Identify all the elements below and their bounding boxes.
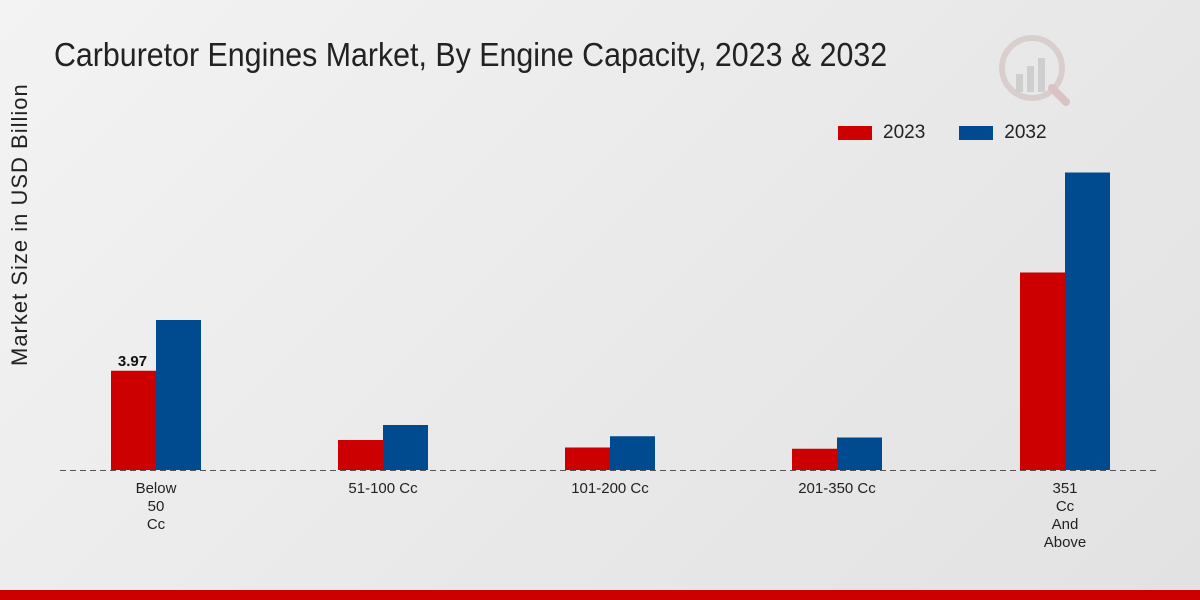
x-tick-label: 201-350 Cc bbox=[798, 480, 876, 497]
legend-swatch-2023 bbox=[838, 126, 872, 140]
legend-swatch-2032 bbox=[959, 126, 994, 140]
footer-accent-bar bbox=[0, 590, 1200, 600]
legend-label-2032: 2032 bbox=[1004, 122, 1047, 143]
chart-title: Carburetor Engines Market, By Engine Cap… bbox=[54, 36, 888, 73]
legend-item-2023[interactable]: 2023 bbox=[838, 122, 925, 144]
bar-2023-0[interactable] bbox=[111, 370, 156, 470]
legend: 2023 2032 bbox=[838, 122, 1081, 144]
legend-item-2032[interactable]: 2032 bbox=[959, 122, 1047, 144]
watermark-logo-icon bbox=[999, 35, 1070, 106]
x-tick-label: 51-100 Cc bbox=[348, 480, 418, 497]
x-tick-label: 351 Cc And Above bbox=[1043, 480, 1087, 551]
bar-2023-4[interactable] bbox=[1020, 272, 1065, 471]
bar-2023-3[interactable] bbox=[792, 448, 837, 470]
bar-2032-4[interactable] bbox=[1065, 172, 1110, 471]
bar-2032-0[interactable] bbox=[156, 320, 201, 470]
bar-2032-2[interactable] bbox=[610, 436, 655, 470]
bar-2023-1[interactable] bbox=[338, 440, 383, 470]
data-label: 3.97 bbox=[118, 353, 147, 370]
x-tick-label: 101-200 Cc bbox=[571, 480, 649, 497]
bar-2032-3[interactable] bbox=[837, 437, 882, 471]
x-tick-label: Below 50 Cc bbox=[135, 480, 177, 533]
bar-2032-1[interactable] bbox=[383, 425, 428, 470]
bar-2023-2[interactable] bbox=[565, 447, 610, 471]
legend-label-2023: 2023 bbox=[883, 122, 926, 143]
